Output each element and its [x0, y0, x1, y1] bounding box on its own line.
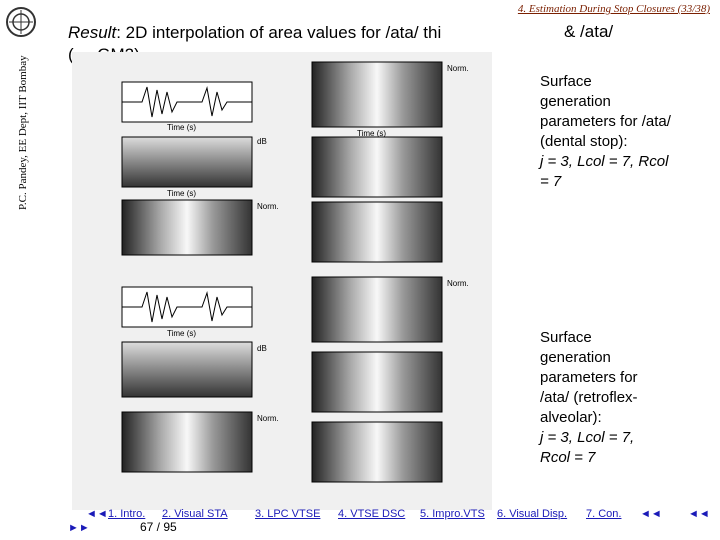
desc2-line5: alveolar): — [540, 409, 602, 426]
label-time-2: Time (s) — [167, 189, 197, 198]
nav-first-button[interactable]: ◄◄ — [86, 508, 108, 520]
figure-graphics — [121, 61, 443, 483]
desc2-line6: j = 3, Lcol = 7, — [540, 429, 635, 446]
iit-logo — [6, 7, 36, 37]
desc1-line1: Surface — [540, 73, 592, 90]
label-norm-4: Norm. — [447, 279, 469, 288]
label-norm-3: Norm. — [447, 64, 469, 73]
description-dental: Surface generation parameters for /ata/ … — [540, 72, 700, 192]
author-sidebar: P.C. Pandey, EE Dept, IIT Bombay — [17, 55, 29, 210]
description-retroflex: Surface generation parameters for /ata/ … — [540, 328, 700, 468]
desc1-line5: j = 3, Lcol = 7, Rcol — [540, 153, 669, 170]
label-time-3: Time (s) — [357, 129, 387, 138]
desc2-line7: Rcol = 7 — [540, 449, 596, 466]
section-link[interactable]: 4. Estimation During Stop Closures (33/3… — [517, 3, 710, 15]
desc1-line4: (dental stop): — [540, 133, 628, 150]
figure-composite: Time (s) Time (s) dB Norm. Time (s) Time… — [72, 52, 492, 510]
desc2-line4: /ata/ (retroflex- — [540, 389, 638, 406]
page-number: 67 / 95 — [140, 520, 177, 534]
nav-next-button[interactable]: ►► — [68, 522, 90, 534]
desc2-line2: generation — [540, 349, 611, 366]
desc1-line3: parameters for /ata/ — [540, 113, 671, 130]
desc2-line3: parameters for — [540, 369, 638, 386]
label-time-4: Time (s) — [167, 329, 197, 338]
label-norm-1: Norm. — [257, 202, 279, 211]
label-norm-2: Norm. — [257, 414, 279, 423]
nav-link-visual-disp[interactable]: 6. Visual Disp. — [497, 508, 568, 520]
title-result: Result — [68, 23, 117, 42]
nav-link-visual-sta[interactable]: 2. Visual STA — [162, 508, 228, 520]
nav-link-intro[interactable]: 1. Intro. — [108, 508, 146, 520]
label-db-1: dB — [257, 137, 267, 146]
title-right: & /ata/ — [564, 22, 614, 41]
nav-prev-button[interactable]: ◄◄ — [640, 508, 662, 520]
nav-link-vtse-dsc[interactable]: 4. VTSE DSC — [338, 508, 406, 520]
nav-last-button[interactable]: ◄◄ — [688, 508, 710, 520]
desc1-line6: = 7 — [540, 173, 562, 190]
desc2-line1: Surface — [540, 329, 592, 346]
title-text: : 2D interpolation of area values for /a… — [116, 23, 442, 42]
nav-link-con[interactable]: 7. Con. — [586, 508, 622, 520]
nav-link-impro-vts[interactable]: 5. Impro.VTS — [420, 508, 485, 520]
nav-link-lpc-vtse[interactable]: 3. LPC VTSE — [255, 508, 321, 520]
label-time-1: Time (s) — [167, 123, 197, 132]
label-db-2: dB — [257, 344, 267, 353]
desc1-line2: generation — [540, 93, 611, 110]
